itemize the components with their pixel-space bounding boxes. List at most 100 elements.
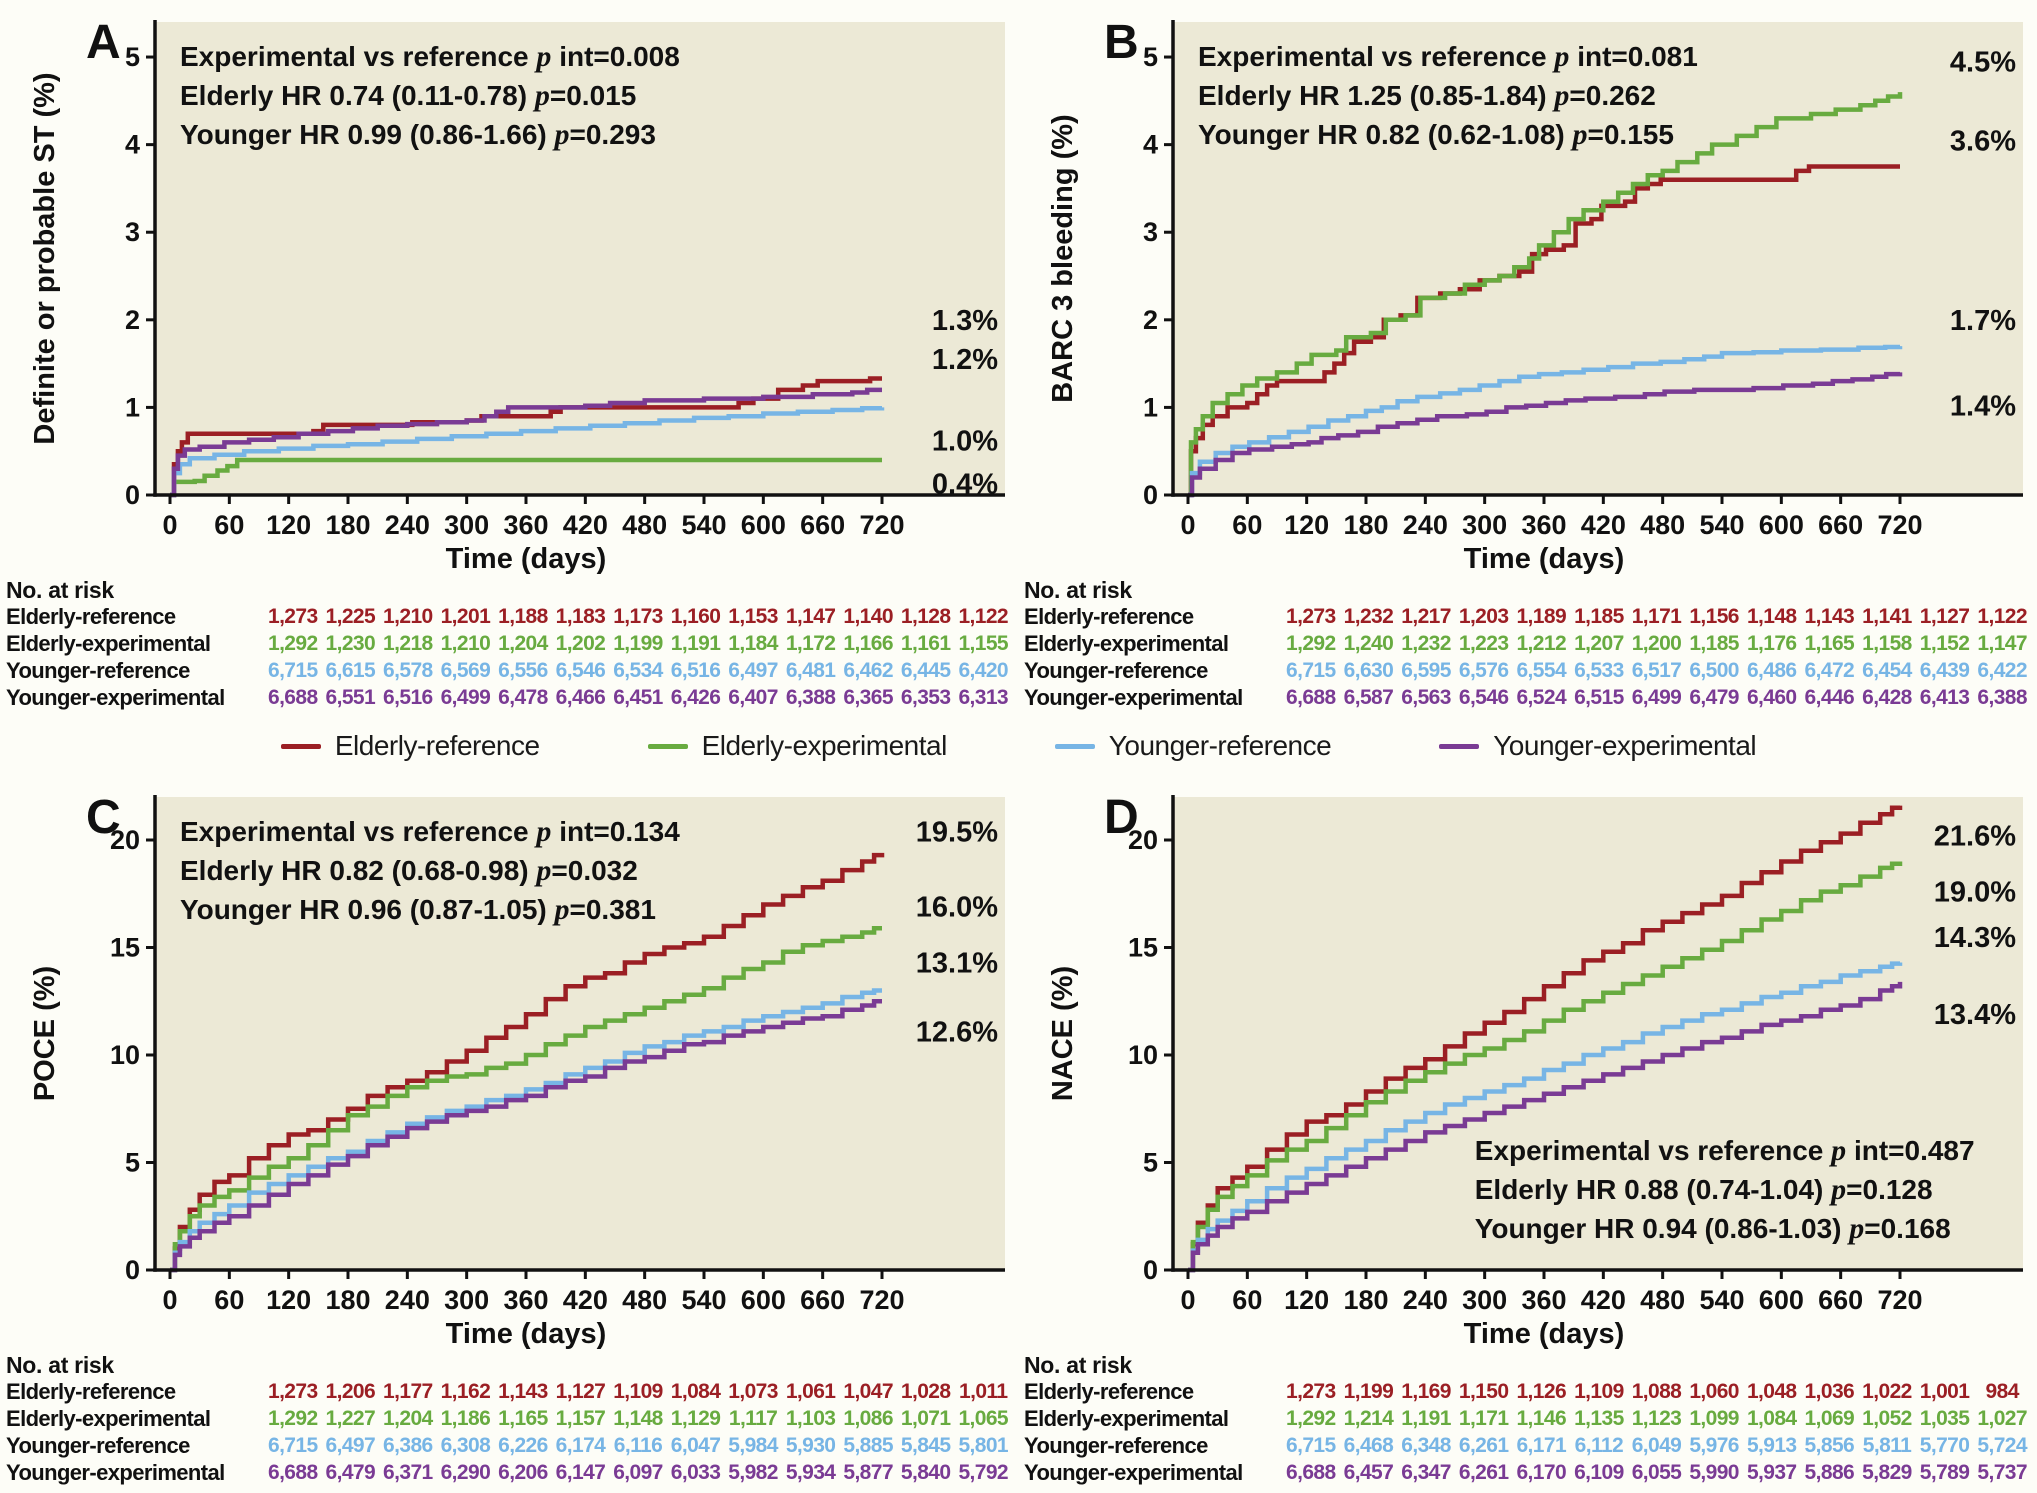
risk-value: 5,990 — [1689, 1460, 1739, 1484]
risk-value: 1,206 — [325, 1379, 376, 1403]
risk-value: 6,460 — [1746, 685, 1797, 709]
div-element: 1,292 1,230 1,218 1,210 1,204 1,202 1,199 1,191… — [264, 632, 1012, 656]
risk-value: 6,422 — [1977, 658, 2027, 682]
risk-table-header: No. at risk — [6, 577, 114, 603]
risk-value: 1,184 — [728, 631, 778, 655]
x-tick-label: 180 — [1343, 1285, 1388, 1315]
panel-B: 0 1 2 3 4 5 0 60 120 180 240 300 360 420 480 540 600 660 7… — [1018, 0, 2037, 717]
x-tick-label: 480 — [622, 1285, 667, 1315]
tspan-element: p — [532, 79, 550, 112]
risk-row: Younger-experimental 6,688 6,587 6,563 6,546… — [1024, 684, 2031, 711]
y-tick-label: 0 — [1143, 480, 1158, 510]
risk-value: 6,515 — [1574, 685, 1624, 709]
risk-table-header: No. at risk — [1024, 577, 1132, 603]
tspan-element: =0.155 — [1588, 119, 1674, 150]
annotation-line: Experimental vs reference p int=0.008 — [180, 40, 680, 73]
risk-value: 1,185 — [1689, 631, 1739, 655]
risk-row-label: Elderly-reference — [6, 603, 176, 629]
x-axis-title: Time (days) — [446, 1318, 607, 1350]
tspan-element: int=0.487 — [1846, 1135, 1974, 1166]
risk-value: 6,226 — [498, 1433, 548, 1457]
risk-value: 6,576 — [1458, 658, 1509, 682]
legend-label: Elderly-reference — [334, 730, 540, 761]
risk-table-header: No. at risk — [6, 1352, 114, 1378]
panel-letter: B — [1104, 16, 1139, 69]
risk-value: 6,478 — [498, 685, 548, 709]
risk-value: 1,127 — [555, 1379, 606, 1403]
risk-value: 6,517 — [1631, 658, 1682, 682]
risk-value: 6,615 — [325, 658, 376, 682]
x-axis-title: Time (days) — [1464, 1318, 1625, 1350]
risk-value: 1,028 — [900, 1379, 951, 1403]
risk-value: 1,146 — [1516, 1406, 1567, 1430]
risk-value: 1,140 — [843, 604, 893, 628]
tspan-element: p — [533, 854, 551, 887]
risk-value: 6,446 — [1804, 685, 1855, 709]
risk-value: 5,930 — [785, 1433, 836, 1457]
panel-letter: D — [1104, 791, 1139, 844]
x-tick-label: 420 — [563, 510, 608, 540]
risk-value: 1,176 — [1746, 631, 1797, 655]
risk-value: 1,071 — [900, 1406, 951, 1430]
x-tick-label: 0 — [162, 510, 177, 540]
y-tick-label: 15 — [110, 933, 140, 963]
risk-value: 6,033 — [670, 1460, 721, 1484]
risk-value: 1,052 — [1862, 1406, 1912, 1430]
x-tick-label: 0 — [1180, 510, 1195, 540]
risk-value: 1,127 — [1919, 604, 1970, 628]
risk-value: 6,479 — [1689, 685, 1739, 709]
annotation-line: Elderly HR 0.82 (0.68-0.98) p=0.032 — [180, 854, 638, 887]
x-axis-title: Time (days) — [1464, 543, 1625, 575]
tspan-element: =0.262 — [1569, 80, 1655, 111]
risk-value: 6,472 — [1804, 658, 1855, 682]
tspan-element: p — [552, 893, 570, 926]
x-tick-label: 180 — [1343, 510, 1388, 540]
km-curve-younger-experimental — [1188, 981, 1903, 1273]
risk-value: 6,516 — [383, 685, 433, 709]
end-label-younger-reference: 13.1% — [916, 948, 998, 980]
risk-value: 1,232 — [1343, 604, 1394, 628]
tspan-element: p — [552, 118, 570, 151]
risk-row: Elderly-experimental 1,292 1,214 1,191 1,171… — [1024, 1405, 2031, 1432]
risk-row-label: Elderly-experimental — [6, 630, 211, 656]
x-tick-label: 420 — [1581, 1285, 1626, 1315]
x-tick-label: 300 — [1462, 510, 1507, 540]
x-tick-label: 540 — [1699, 510, 1744, 540]
y-tick-label: 5 — [125, 42, 140, 72]
risk-value: 6,388 — [785, 685, 836, 709]
risk-value: 1,073 — [728, 1379, 778, 1403]
risk-value: 1,212 — [1516, 631, 1567, 655]
risk-row-label: Younger-experimental — [1024, 684, 1243, 710]
annotation-line: Younger HR 0.82 (0.62-1.08) p=0.155 — [1198, 118, 1674, 151]
risk-row-label: Elderly-experimental — [1024, 630, 1229, 656]
risk-value: 6,388 — [1977, 685, 2027, 709]
risk-value: 6,556 — [498, 658, 548, 682]
x-tick-label: 120 — [266, 510, 311, 540]
risk-row-label: Elderly-reference — [1024, 603, 1194, 629]
risk-value: 1,189 — [1516, 604, 1567, 628]
annotation-line: Younger HR 0.96 (0.87-1.05) p=0.381 — [180, 893, 656, 926]
tspan-element: =0.032 — [551, 855, 637, 886]
risk-value: 1,001 — [1919, 1379, 1970, 1403]
risk-value: 6,386 — [383, 1433, 433, 1457]
risk-value: 1,048 — [1746, 1379, 1797, 1403]
x-tick-label: 60 — [214, 1285, 244, 1315]
risk-value: 5,913 — [1746, 1433, 1797, 1457]
legend-item: Younger-reference — [1054, 730, 1332, 762]
risk-value: 1,035 — [1919, 1406, 1970, 1430]
x-tick-label: 660 — [800, 510, 845, 540]
end-label-elderly-reference: 21.6% — [1934, 821, 2016, 853]
risk-row-label: Elderly-reference — [1024, 1378, 1194, 1404]
x-tick-label: 240 — [1403, 510, 1448, 540]
tspan-element: int=0.008 — [551, 41, 679, 72]
risk-value: 1,214 — [1343, 1406, 1394, 1430]
x-tick-label: 540 — [1699, 1285, 1744, 1315]
annotation-line: Younger HR 0.94 (0.86-1.03) p=0.168 — [1475, 1212, 1951, 1245]
x-tick-label: 480 — [622, 510, 667, 540]
risk-value: 6,468 — [1343, 1433, 1394, 1457]
x-tick-label: 720 — [859, 510, 904, 540]
risk-value: 1,218 — [383, 631, 433, 655]
risk-value: 6,445 — [900, 658, 951, 682]
top-panel-row: 0 1 2 3 4 5 0 60 120 180 240 300 360 420 480 540 600 660 7… — [0, 0, 2037, 717]
risk-row: Younger-experimental 6,688 6,457 6,347 6,261… — [1024, 1459, 2031, 1486]
